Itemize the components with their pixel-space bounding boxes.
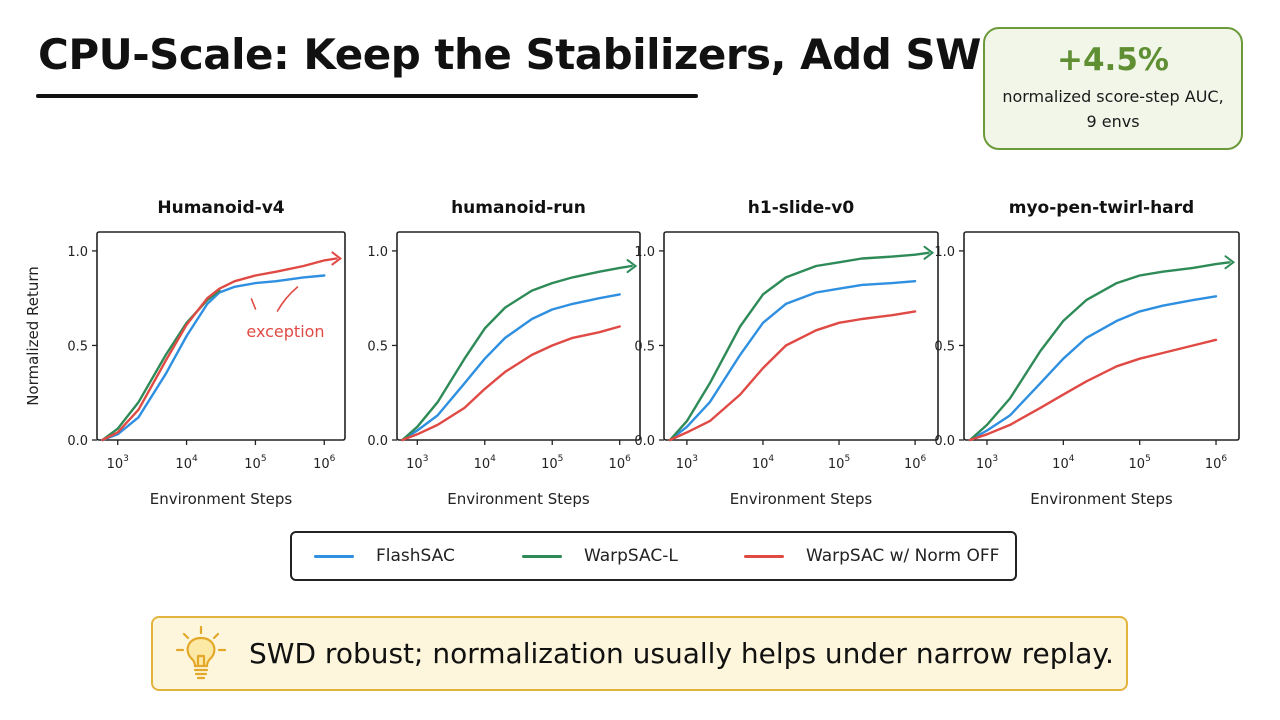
legend-label-warpsac-norm-off: WarpSAC w/ Norm OFF <box>806 546 1000 566</box>
series-line-flashsac <box>401 293 621 442</box>
stat-description: normalized score-step AUC, 9 envs <box>985 84 1241 134</box>
chart-title: myo-pen-twirl-hard <box>1009 198 1194 218</box>
legend-swatch-flashsac <box>314 554 354 558</box>
trend-arrow-icon <box>331 251 343 266</box>
chart-panel-h1-slide-v0: h1-slide-v0 0.0 0.5 1.0 103 104 105 106 Environm… <box>634 198 939 508</box>
series-line-warpsac-w-norm-off <box>668 310 917 442</box>
series-line-flashsac <box>668 279 917 442</box>
x-tick-label: 104 <box>1052 454 1075 472</box>
stat-line-2: 9 envs <box>1086 112 1140 131</box>
charts-area: Humanoid-v4 0.0 0.5 1.0 103 104 105 106 Environm… <box>24 198 1240 508</box>
legend-swatch-warpsac-l <box>522 554 562 558</box>
legend-label-flashsac: FlashSAC <box>376 546 455 566</box>
series-line-warpsac-w-norm-off <box>968 338 1218 442</box>
x-tick-label: 103 <box>107 454 129 472</box>
y-tick-label: 0.5 <box>634 339 655 354</box>
stat-card: +4.5% normalized score-step AUC, 9 envs <box>983 27 1243 150</box>
y-tick-label: 0.0 <box>367 434 388 449</box>
legend-label-warpsac-l: WarpSAC-L <box>584 546 678 566</box>
series-line-warpsac-w-norm-off <box>101 257 338 442</box>
series-line-warpsac-l <box>968 261 1231 442</box>
chart-panel-myo-pen-twirl-hard: myo-pen-twirl-hard 0.0 0.5 1.0 103 104 105 106 E… <box>934 198 1240 508</box>
x-tick-label: 103 <box>406 454 428 472</box>
chart-title: Humanoid-v4 <box>157 198 284 218</box>
trend-arrow-icon <box>923 245 935 260</box>
stat-value: +4.5% <box>1057 42 1169 78</box>
legend: FlashSAC WarpSAC-L WarpSAC w/ Norm OFF <box>290 531 1017 581</box>
x-tick-label: 106 <box>313 454 336 472</box>
x-tick-label: 105 <box>244 454 266 472</box>
y-tick-label: 1.0 <box>934 245 955 260</box>
x-tick-label: 105 <box>1129 454 1151 472</box>
y-tick-label: 1.0 <box>67 245 88 260</box>
x-tick-label: 106 <box>904 454 927 472</box>
lightbulb-icon <box>171 624 231 688</box>
y-tick-label: 1.0 <box>367 245 388 260</box>
x-tick-label: 103 <box>676 454 698 472</box>
x-axis-label: Environment Steps <box>150 490 293 508</box>
annotation-tick-icon <box>250 298 257 310</box>
annotation-arrow-icon <box>276 286 299 312</box>
plot-frame <box>663 231 939 441</box>
y-tick-label: 1.0 <box>634 245 655 260</box>
x-tick-label: 104 <box>474 454 497 472</box>
series-line-flashsac <box>968 295 1218 442</box>
x-axis-label: Environment Steps <box>730 490 873 508</box>
y-tick-label: 0.0 <box>934 434 955 449</box>
plot-frame <box>96 231 346 441</box>
y-tick-label: 0.5 <box>367 339 388 354</box>
trend-arrow-icon <box>1224 255 1236 270</box>
x-tick-label: 105 <box>828 454 850 472</box>
chart-panel-humanoid-run: humanoid-run 0.0 0.5 1.0 103 104 105 106 Environ… <box>367 198 641 508</box>
trend-arrow-icon <box>626 259 638 274</box>
annotation-text: exception <box>246 322 324 341</box>
series-line-flashsac <box>101 274 326 442</box>
x-tick-label: 103 <box>976 454 998 472</box>
y-tick-label: 0.5 <box>934 339 955 354</box>
callout-text: SWD robust; normalization usually helps … <box>249 637 1114 670</box>
title-underline <box>36 94 698 98</box>
legend-item-warpsac-norm-off: WarpSAC w/ Norm OFF <box>744 533 999 579</box>
slide-title: CPU-Scale: Keep the Stabilizers, Add SWD <box>38 30 1016 79</box>
takeaway-callout: SWD robust; normalization usually helps … <box>151 616 1128 691</box>
y-tick-label: 0.5 <box>67 339 88 354</box>
y-axis-label: Normalized Return <box>24 266 42 406</box>
series-line-warpsac-w-norm-off <box>401 325 621 442</box>
series-line-warpsac-l <box>668 251 930 442</box>
chart-title: h1-slide-v0 <box>748 198 855 218</box>
x-tick-label: 106 <box>1205 454 1228 472</box>
y-tick-label: 0.0 <box>634 434 655 449</box>
legend-item-flashsac: FlashSAC <box>314 533 455 579</box>
series-line-warpsac-l <box>401 264 633 442</box>
plot-frame <box>396 231 641 441</box>
x-axis-label: Environment Steps <box>447 490 590 508</box>
x-tick-label: 104 <box>752 454 775 472</box>
legend-swatch-warpsac-norm-off <box>744 554 784 558</box>
stat-line-1: normalized score-step AUC, <box>1002 87 1224 106</box>
x-tick-label: 106 <box>609 454 632 472</box>
x-tick-label: 104 <box>175 454 198 472</box>
plot-frame <box>963 231 1240 441</box>
y-tick-label: 0.0 <box>67 434 88 449</box>
x-axis-label: Environment Steps <box>1030 490 1173 508</box>
chart-title: humanoid-run <box>451 198 586 218</box>
x-tick-label: 105 <box>541 454 563 472</box>
legend-item-warpsac-l: WarpSAC-L <box>522 533 678 579</box>
chart-panel-humanoid-v4: Humanoid-v4 0.0 0.5 1.0 103 104 105 106 Environm… <box>24 198 346 508</box>
